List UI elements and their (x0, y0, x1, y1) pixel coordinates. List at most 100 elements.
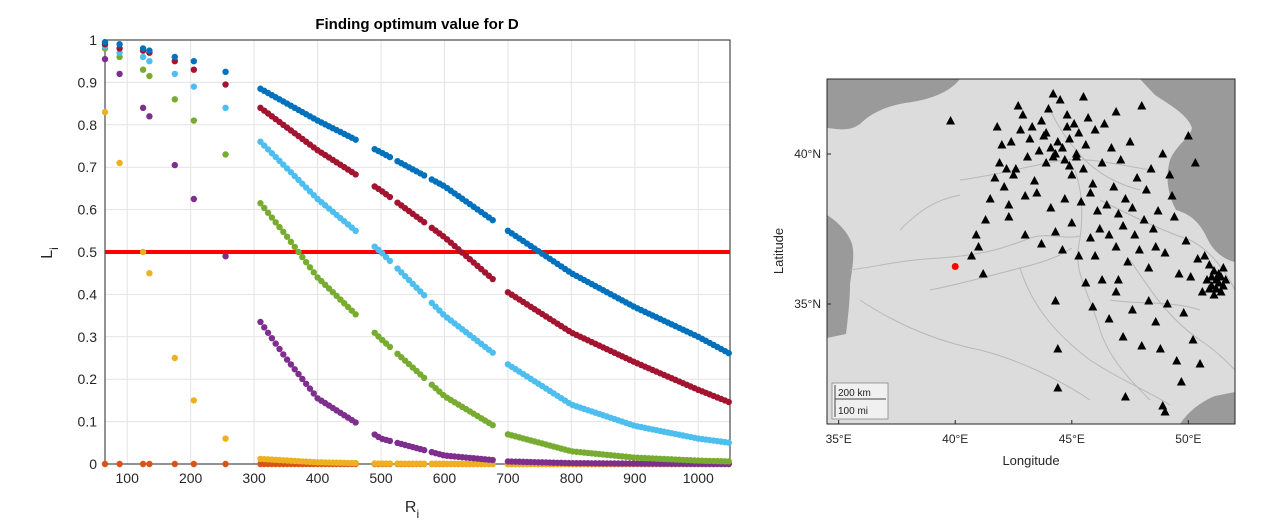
x-axis-label: Ri (405, 499, 419, 521)
data-point (190, 83, 198, 90)
x-tick-label: 100 (116, 470, 140, 486)
station-marker (1137, 101, 1147, 110)
station-marker (995, 158, 1005, 167)
station-marker (1137, 341, 1147, 350)
data-point (299, 375, 306, 383)
data-point (302, 258, 310, 266)
station-marker (1111, 242, 1121, 251)
station-marker (1062, 110, 1072, 119)
data-point (190, 66, 198, 73)
data-point (190, 117, 198, 124)
data-point (287, 238, 295, 246)
border-line (1074, 169, 1151, 401)
station-marker (1216, 272, 1226, 281)
station-marker (1069, 119, 1079, 128)
station-marker (1153, 206, 1163, 215)
data-point (489, 216, 496, 224)
station-marker (1211, 284, 1221, 293)
border-line (1109, 299, 1201, 311)
data-point (146, 72, 153, 80)
station-marker (1155, 344, 1165, 353)
station-marker (1025, 134, 1035, 143)
y-tick-label: 0.3 (78, 329, 98, 345)
data-point (261, 324, 268, 331)
border-line (1129, 259, 1235, 371)
station-marker (1139, 215, 1149, 224)
data-point (222, 68, 229, 76)
station-marker (1111, 287, 1121, 296)
station-marker (1067, 218, 1077, 227)
data-point (171, 161, 178, 169)
data-point (190, 397, 198, 404)
station-marker (1209, 290, 1219, 299)
data-point (287, 361, 295, 368)
data-point (725, 458, 732, 465)
x-tick-label: 900 (623, 470, 647, 486)
station-marker (1099, 119, 1109, 128)
station-marker (1057, 143, 1067, 152)
mediterranean-sea (827, 215, 854, 338)
station-marker (1216, 287, 1226, 296)
station-marker (974, 242, 984, 251)
x-tick-label: 600 (433, 470, 457, 486)
y-tick-label: 0.5 (78, 244, 98, 260)
station-marker (1088, 179, 1098, 188)
y-tick-label: 0.6 (78, 202, 98, 218)
data-point (146, 58, 153, 65)
data-point (146, 270, 153, 277)
station-marker (1148, 224, 1158, 233)
station-marker (1209, 266, 1219, 275)
data-point (420, 172, 428, 179)
station-marker (990, 173, 1000, 182)
station-marker (1204, 260, 1214, 269)
station-marker (1141, 185, 1151, 194)
station-marker (1144, 296, 1154, 305)
station-marker (1125, 137, 1135, 146)
data-point (116, 70, 123, 78)
data-point (272, 219, 279, 226)
station-marker (1132, 173, 1142, 182)
station-marker (1013, 101, 1023, 110)
station-marker (1160, 248, 1170, 257)
data-point (222, 104, 229, 112)
data-point (139, 66, 147, 73)
station-marker (946, 116, 956, 125)
map-y-tick-label: 35°N (794, 297, 821, 311)
station-marker (1111, 107, 1121, 116)
data-point (261, 204, 268, 212)
x-tick-label: 300 (242, 470, 266, 486)
station-marker (1218, 263, 1228, 272)
station-marker (1053, 344, 1063, 353)
station-marker (1050, 227, 1060, 236)
station-marker (1123, 257, 1133, 266)
station-marker (1076, 197, 1086, 206)
station-marker (971, 230, 981, 239)
station-marker (1020, 230, 1030, 239)
data-point (190, 460, 198, 468)
station-marker (1060, 155, 1070, 164)
map-x-axis-label: Longitude (1002, 453, 1059, 468)
data-point (257, 200, 264, 207)
data-point (272, 340, 279, 347)
border-line (859, 299, 1091, 401)
station-map: 200 km 100 mi 35°E 40°E 45°E 50°E 35°N 40°N L… (771, 78, 1236, 468)
data-point (386, 153, 394, 161)
station-marker (1183, 131, 1193, 140)
target-location (951, 263, 959, 270)
station-marker (1200, 251, 1210, 260)
station-marker (1172, 356, 1182, 365)
station-marker (992, 122, 1002, 131)
station-marker (1186, 272, 1196, 281)
map-borders (849, 109, 1235, 406)
station-marker (1053, 137, 1063, 146)
station-marker (1120, 392, 1130, 401)
station-marker (1097, 275, 1107, 284)
station-marker (1009, 170, 1019, 179)
station-marker (1016, 125, 1026, 134)
station-marker (1174, 269, 1184, 278)
data-point (291, 243, 298, 251)
y-tick-label: 0.2 (78, 371, 98, 387)
station-marker (1118, 221, 1128, 230)
data-point (725, 398, 732, 406)
